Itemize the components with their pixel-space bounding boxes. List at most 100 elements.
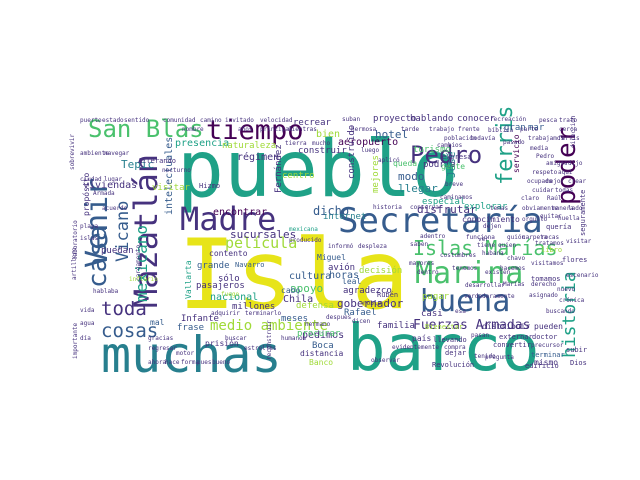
cloud-word: velocidad bbox=[260, 117, 293, 124]
cloud-word: historia bbox=[373, 204, 402, 211]
cloud-word: ferris bbox=[558, 135, 580, 142]
cloud-word: mar bbox=[528, 123, 545, 133]
cloud-word: quien bbox=[498, 242, 516, 249]
cloud-word: población bbox=[444, 135, 477, 142]
cloud-word: Tepic bbox=[121, 158, 154, 171]
cloud-word: esa bbox=[455, 308, 466, 315]
cloud-word: buscando bbox=[546, 308, 575, 315]
cloud-word: cosas bbox=[101, 320, 158, 342]
cloud-word: pedimos bbox=[302, 330, 344, 341]
cloud-word: aquí bbox=[558, 169, 573, 176]
cloud-word: dejar bbox=[445, 349, 466, 357]
cloud-word: hacemos bbox=[500, 265, 526, 272]
cloud-word: trato bbox=[559, 117, 577, 124]
cloud-word: contento bbox=[209, 249, 248, 258]
cloud-word: turismo bbox=[413, 145, 451, 155]
cloud-word: presencia bbox=[175, 138, 229, 149]
cloud-word: llegar bbox=[398, 182, 438, 195]
cloud-word: evidentemente bbox=[392, 344, 439, 351]
cloud-word: aeropuerto bbox=[338, 137, 398, 148]
cloud-word: inflario bbox=[129, 276, 158, 283]
cloud-word: explorar bbox=[464, 202, 508, 212]
cloud-word: terminar bbox=[531, 351, 565, 359]
cloud-word: mexicana bbox=[289, 226, 318, 233]
cloud-word: tenido bbox=[474, 353, 496, 360]
cloud-word: mayores bbox=[409, 260, 435, 267]
cloud-word: película bbox=[225, 234, 297, 252]
cloud-word: caminamos bbox=[440, 194, 473, 201]
cloud-word: carpeta bbox=[522, 234, 548, 241]
cloud-word: hablaba bbox=[93, 288, 119, 295]
cloud-word: gente bbox=[441, 162, 465, 171]
cloud-word: nombre bbox=[182, 126, 204, 133]
cloud-word: viviendas bbox=[83, 180, 137, 191]
cloud-word: hace bbox=[165, 359, 180, 366]
cloud-word: invitado bbox=[225, 117, 254, 124]
cloud-word: centro bbox=[282, 171, 315, 181]
cloud-word: desarrollar bbox=[465, 282, 505, 289]
cloud-word: construido bbox=[347, 125, 357, 179]
cloud-word: fuego bbox=[221, 291, 239, 298]
cloud-word: navegar bbox=[104, 150, 130, 157]
cloud-word: buscar bbox=[225, 335, 247, 342]
cloud-word: tierra bbox=[285, 140, 307, 147]
cloud-word: cabo bbox=[281, 286, 300, 295]
cloud-word: millones bbox=[232, 302, 275, 312]
cloud-word: visitamos bbox=[531, 260, 564, 267]
cloud-word: doctor bbox=[532, 333, 557, 341]
cloud-word: gracias bbox=[148, 335, 174, 342]
cloud-word: escenario bbox=[566, 272, 599, 279]
cloud-word: orgullo bbox=[522, 216, 548, 223]
cloud-word: Revolución bbox=[432, 361, 474, 369]
cloud-word: informó bbox=[328, 243, 354, 250]
cloud-word: tratamos bbox=[535, 240, 564, 247]
cloud-word: propósito bbox=[81, 172, 91, 216]
cloud-word: lado bbox=[568, 205, 583, 212]
cloud-word: pagar bbox=[422, 292, 450, 302]
cloud-word: conocer bbox=[457, 114, 496, 124]
cloud-word: todas bbox=[555, 187, 573, 194]
cloud-word: historia bbox=[559, 271, 580, 358]
cloud-word: estrellas bbox=[244, 345, 277, 352]
cloud-word: ver bbox=[478, 236, 489, 243]
cloud-word: Banco bbox=[309, 358, 333, 367]
cloud-word: Rubén bbox=[377, 291, 398, 299]
cloud-word: dentro bbox=[417, 269, 439, 276]
cloud-word: bueno bbox=[212, 359, 230, 366]
cloud-word: podría bbox=[423, 160, 456, 170]
cloud-word: temas bbox=[490, 205, 508, 212]
cloud-word: pregunta bbox=[485, 354, 514, 361]
cloud-word: media bbox=[530, 145, 548, 152]
cloud-word: Fernández bbox=[274, 144, 284, 193]
cloud-word: horas bbox=[329, 270, 359, 281]
cloud-word: cerca bbox=[559, 126, 577, 133]
cloud-word: cultura bbox=[289, 271, 331, 282]
cloud-word: frente bbox=[458, 126, 480, 133]
cloud-word: día bbox=[80, 335, 91, 342]
cloud-word: queda bbox=[393, 159, 417, 168]
cloud-word: observar bbox=[371, 357, 400, 364]
cloud-word: Secretaría bbox=[338, 201, 543, 241]
cloud-word: luego bbox=[361, 147, 379, 154]
cloud-word: casi bbox=[421, 309, 443, 319]
cloud-word: Venir bbox=[80, 178, 115, 268]
cloud-word: bíblica bbox=[488, 127, 514, 134]
cloud-word: prisión bbox=[205, 338, 239, 348]
cloud-word: Fuerzas Armadas bbox=[413, 318, 530, 333]
cloud-word: comunidad bbox=[163, 117, 196, 124]
cloud-word: cargamento bbox=[135, 244, 142, 281]
cloud-word: medio ambiente bbox=[210, 318, 328, 334]
cloud-word: familia bbox=[377, 321, 415, 331]
cloud-word: apoyo bbox=[290, 282, 323, 295]
cloud-word: adquirir bbox=[211, 310, 240, 317]
cloud-word: hermosa bbox=[351, 126, 377, 133]
cloud-word: principal bbox=[260, 126, 293, 133]
cloud-word: dirección bbox=[570, 115, 577, 148]
cloud-word: disfrutar bbox=[417, 203, 477, 216]
cloud-word: Vallarta bbox=[184, 260, 193, 299]
cloud-word: crear bbox=[568, 178, 586, 185]
cloud-word: compra bbox=[444, 344, 466, 351]
cloud-word: llevando bbox=[433, 336, 467, 344]
cloud-word: quería bbox=[546, 223, 571, 231]
